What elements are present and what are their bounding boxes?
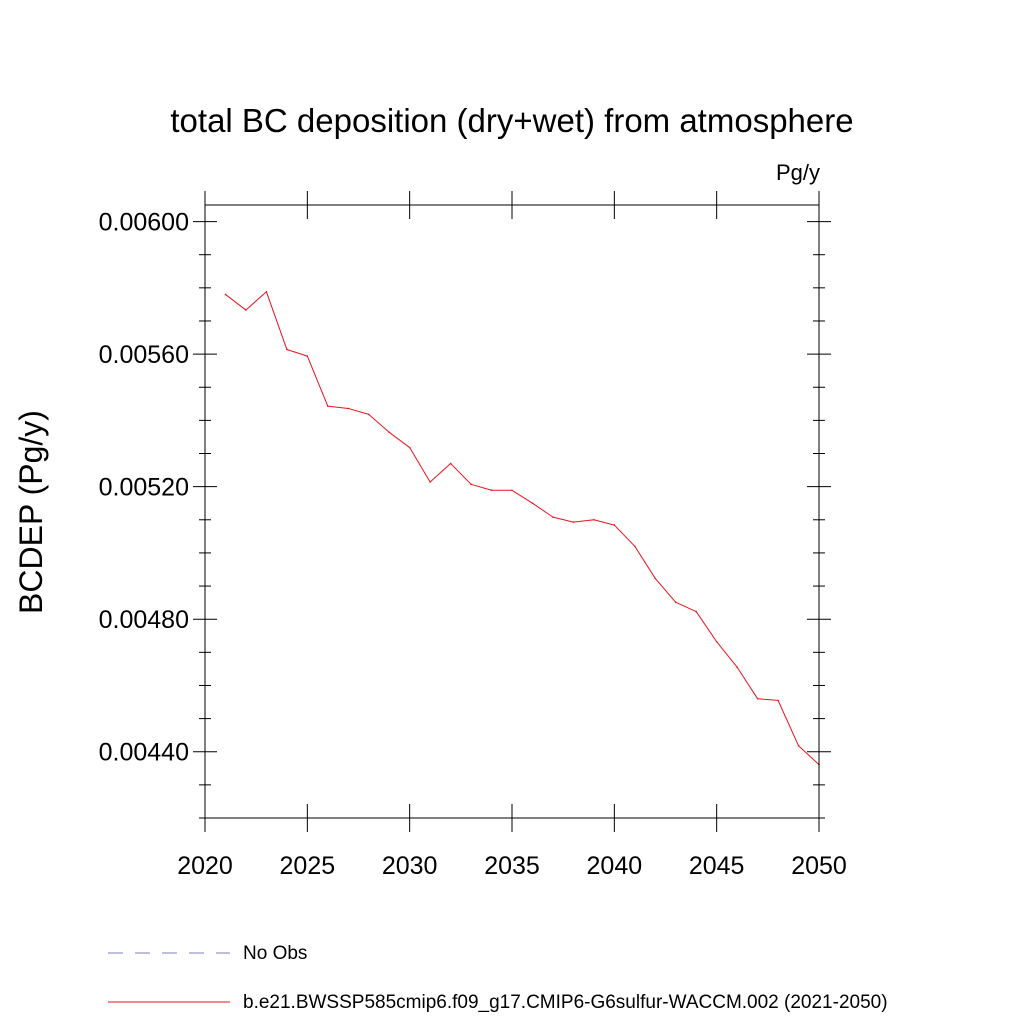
data-point bbox=[593, 518, 595, 521]
y-tick-label: 0.00520 bbox=[99, 474, 189, 502]
x-tick-label: 2045 bbox=[689, 852, 745, 880]
y-tick-labels: 0.00600 0.00560 0.00520 0.00480 0.00440 bbox=[99, 209, 189, 767]
data-point bbox=[634, 545, 636, 548]
data-point bbox=[408, 446, 411, 449]
chart-title: total BC deposition (dry+wet) from atmos… bbox=[170, 102, 853, 139]
y-tick-label: 0.00600 bbox=[99, 209, 189, 237]
data-point bbox=[327, 405, 329, 407]
data-point bbox=[347, 407, 350, 410]
legend-label-no-obs: No Obs bbox=[243, 943, 307, 964]
data-point bbox=[449, 462, 452, 465]
data-point bbox=[572, 521, 575, 523]
data-point bbox=[429, 481, 431, 483]
data-point bbox=[388, 431, 391, 434]
data-point bbox=[367, 413, 370, 416]
legend-label-model-run: b.e21.BWSSP585cmip6.f09_g17.CMIP6-G6sulf… bbox=[243, 992, 888, 1013]
data-point bbox=[797, 744, 800, 747]
x-tick-label: 2020 bbox=[177, 852, 233, 880]
data-point bbox=[245, 309, 247, 311]
data-point bbox=[715, 640, 718, 643]
y-tick-label: 0.00560 bbox=[99, 341, 189, 369]
data-point bbox=[531, 502, 534, 505]
data-point bbox=[674, 601, 677, 604]
data-point bbox=[224, 293, 227, 296]
y-axis-label: BCDEP (Pg/y) bbox=[13, 410, 49, 614]
data-point bbox=[470, 483, 472, 486]
data-point bbox=[756, 697, 759, 700]
legend: No Obs b.e21.BWSSP585cmip6.f09_g17.CMIP6… bbox=[108, 943, 888, 1013]
data-point bbox=[736, 666, 738, 669]
x-tick-label: 2050 bbox=[791, 852, 847, 880]
x-tick-labels: 2020 2025 2030 2035 2040 2045 2050 bbox=[177, 852, 847, 880]
series-layer bbox=[224, 291, 820, 766]
data-point bbox=[695, 610, 697, 613]
data-point bbox=[306, 355, 309, 357]
x-tick-label: 2040 bbox=[587, 852, 643, 880]
x-tick-label: 2025 bbox=[280, 852, 336, 880]
data-point bbox=[490, 489, 493, 492]
y-tick-label: 0.00480 bbox=[99, 606, 189, 634]
data-point bbox=[265, 291, 268, 293]
x-tick-label: 2035 bbox=[484, 852, 540, 880]
axis-ticks bbox=[193, 191, 831, 832]
data-point bbox=[613, 524, 616, 526]
data-point bbox=[511, 489, 513, 492]
plot-frame bbox=[204, 204, 820, 819]
data-point bbox=[552, 516, 554, 518]
data-point bbox=[777, 699, 779, 702]
y-tick-label: 0.00440 bbox=[99, 739, 189, 767]
units-label: Pg/y bbox=[776, 160, 820, 185]
data-point bbox=[654, 577, 657, 580]
series-line-1 bbox=[225, 291, 820, 766]
data-point bbox=[286, 348, 288, 351]
x-tick-label: 2030 bbox=[382, 852, 438, 880]
